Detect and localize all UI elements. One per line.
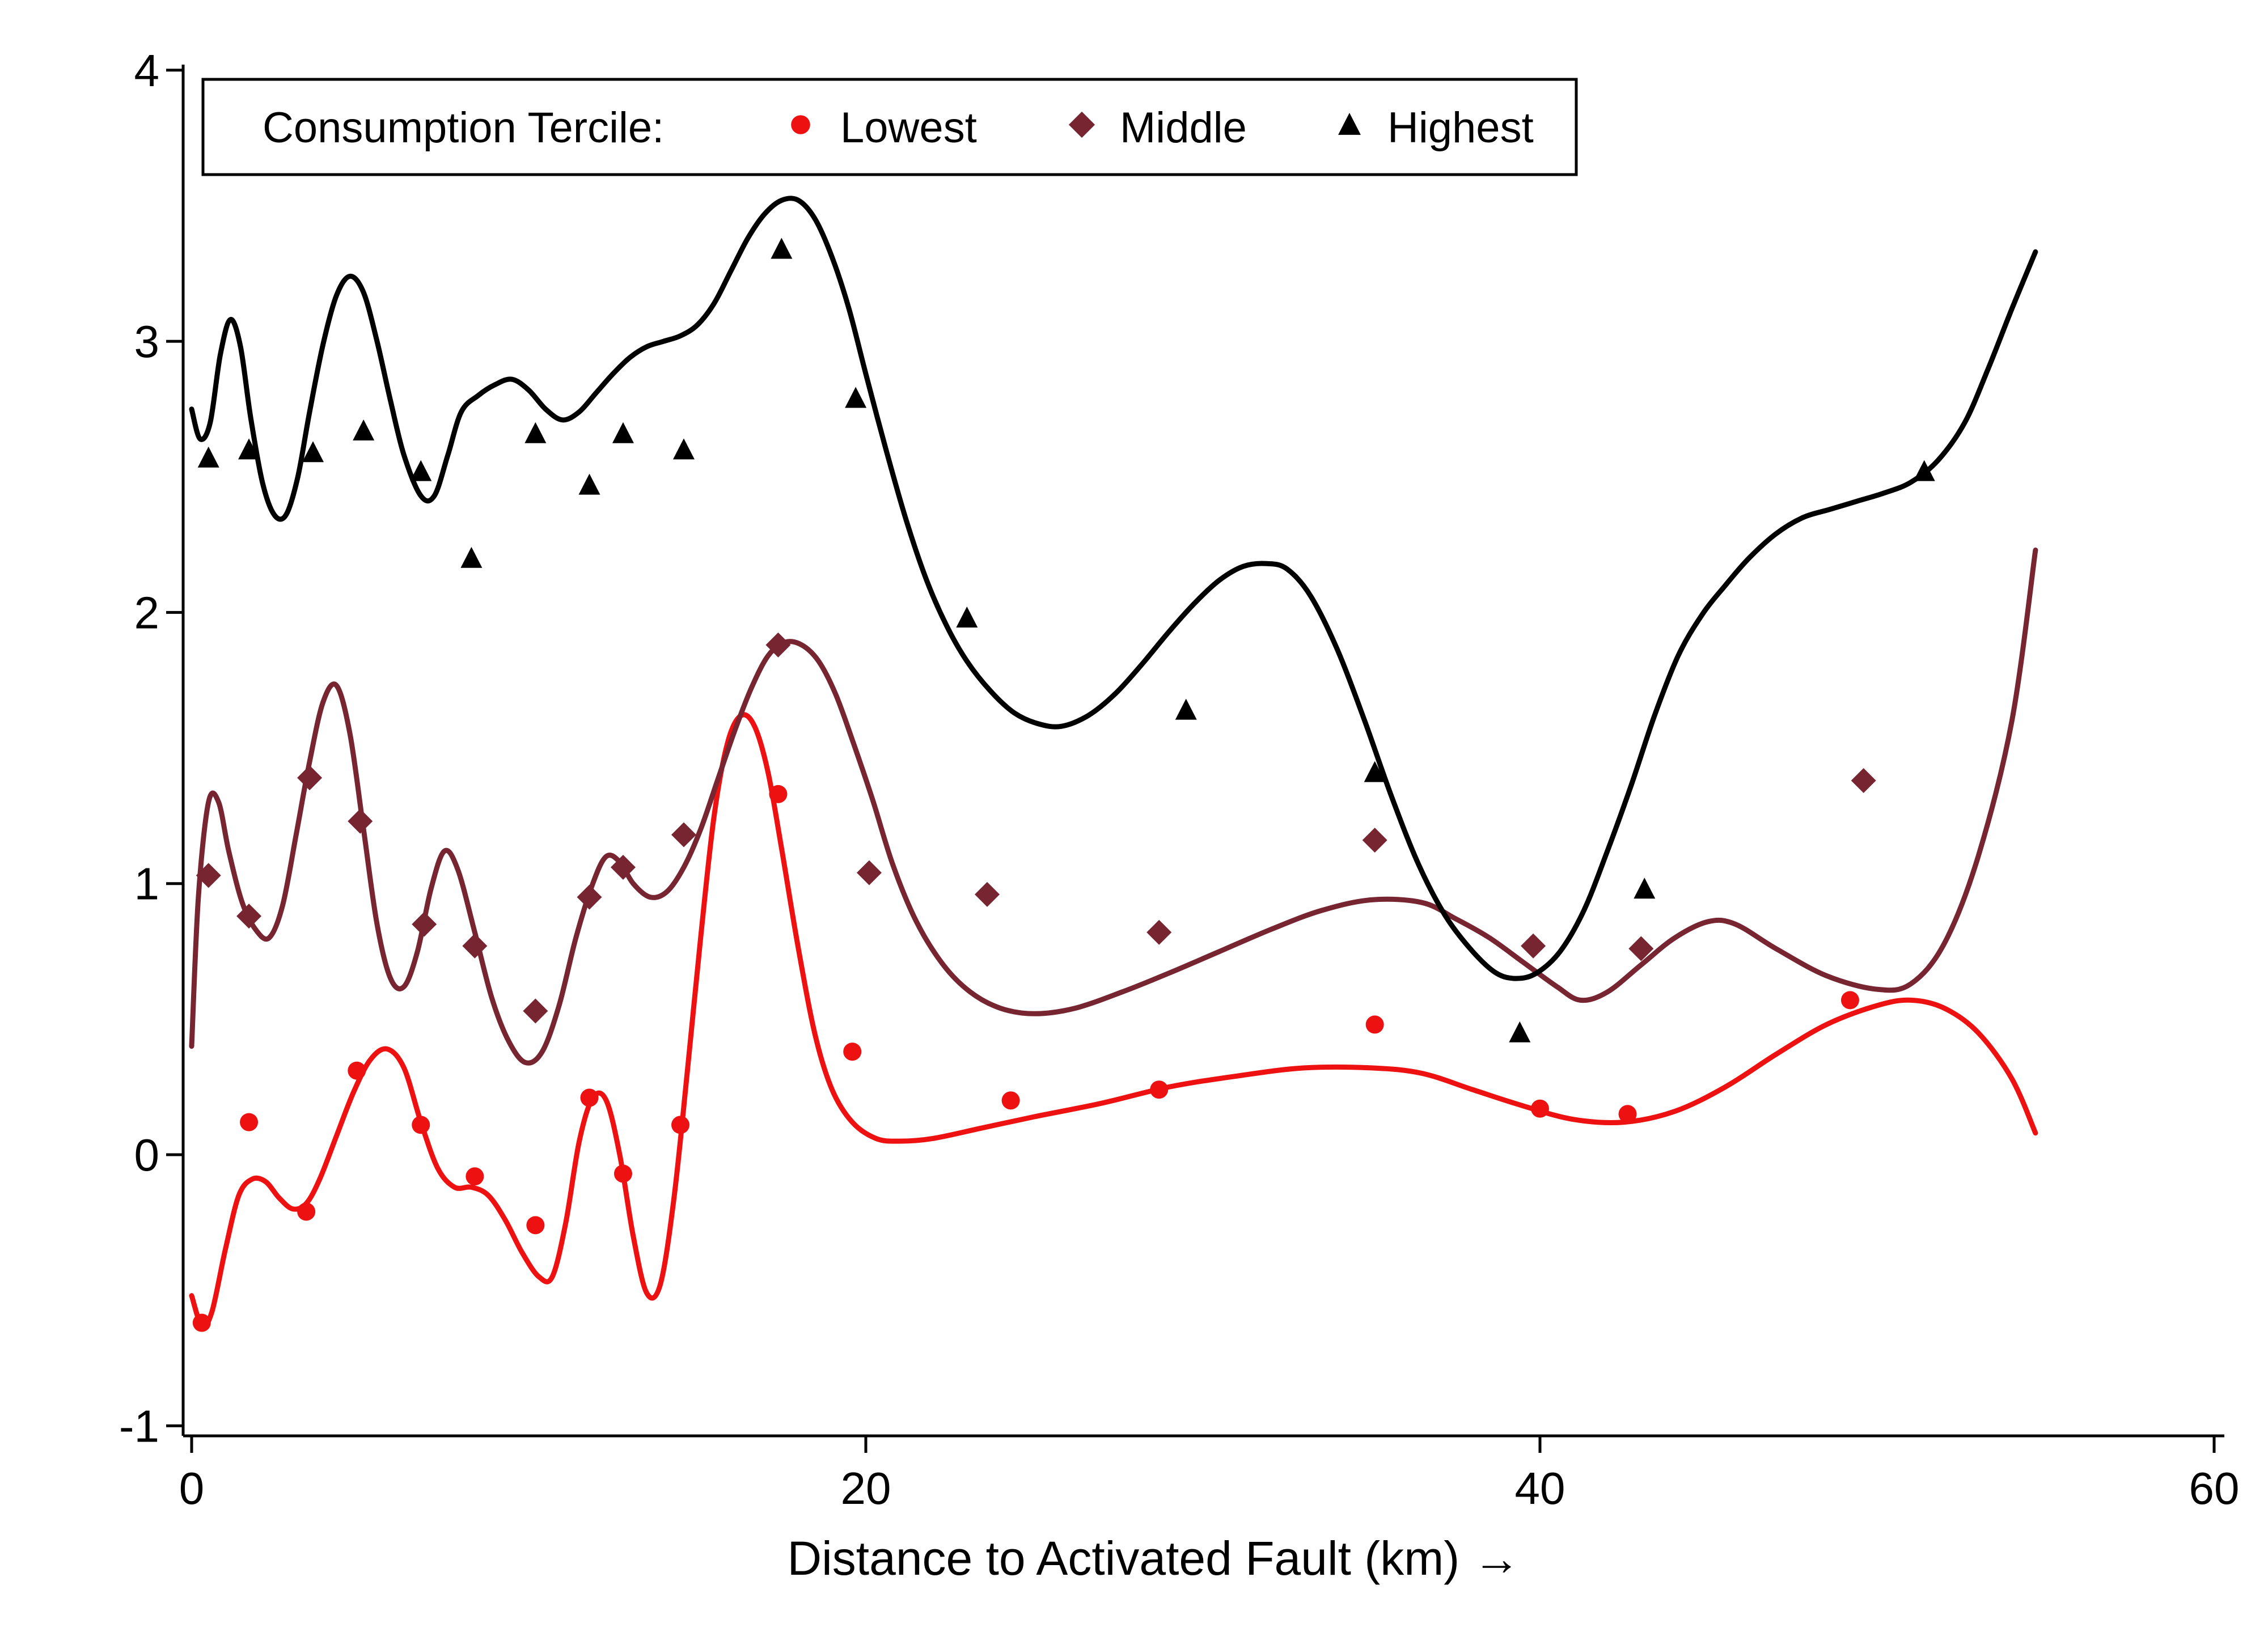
fit-line-highest	[189, 196, 2038, 981]
data-point-lowest	[580, 1088, 599, 1107]
data-point-middle	[462, 933, 488, 959]
x-tick-label: 60	[2189, 1463, 2240, 1514]
data-point-highest	[1175, 698, 1197, 720]
data-point-highest	[845, 387, 867, 408]
data-point-middle	[348, 808, 373, 834]
legend-label-middle: Middle	[1120, 104, 1247, 152]
data-point-highest	[672, 438, 695, 460]
data-point-lowest	[297, 1202, 316, 1221]
data-point-lowest	[1150, 1080, 1169, 1099]
data-point-lowest	[843, 1042, 862, 1061]
data-point-highest	[302, 441, 324, 463]
data-point-highest	[410, 460, 432, 481]
data-point-lowest	[412, 1116, 430, 1134]
data-point-lowest	[613, 1164, 632, 1183]
data-point-highest	[578, 473, 600, 495]
fit-line-middle	[189, 547, 2038, 1066]
legend-title: Consumption Tercile:	[263, 104, 664, 152]
data-point-highest	[771, 238, 793, 259]
data-point-middle	[196, 863, 221, 888]
data-point-middle	[1851, 768, 1876, 793]
data-point-highest	[238, 438, 260, 460]
fit-line-lowest	[189, 712, 2038, 1329]
data-point-lowest	[240, 1113, 259, 1131]
x-tick-label: 0	[179, 1463, 205, 1514]
data-point-lowest	[1618, 1105, 1637, 1124]
legend: Consumption Tercile: Lowest Middle Highest	[201, 78, 1578, 176]
data-point-middle	[236, 904, 262, 929]
y-tick-label: 4	[134, 45, 160, 96]
x-axis-label: Distance to Activated Fault (km) →	[787, 1532, 1520, 1585]
data-point-middle	[297, 765, 323, 791]
data-point-middle	[1628, 936, 1654, 961]
data-point-lowest	[1365, 1015, 1384, 1034]
legend-marker-highest	[1338, 113, 1361, 135]
data-point-highest	[460, 546, 483, 568]
x-tick-label: 20	[841, 1463, 891, 1514]
data-point-highest	[1634, 878, 1656, 899]
data-point-lowest	[466, 1167, 484, 1186]
data-point-middle	[1146, 919, 1172, 945]
x-tick-label: 40	[1515, 1463, 1565, 1514]
data-point-highest	[1509, 1021, 1531, 1042]
data-point-lowest	[192, 1313, 211, 1332]
data-point-highest	[1913, 460, 1935, 481]
data-point-lowest	[1531, 1099, 1549, 1118]
data-point-middle	[577, 884, 602, 910]
y-tick-label: 0	[134, 1130, 160, 1180]
legend-marker-middle	[1068, 111, 1095, 138]
y-tick-label: 2	[134, 587, 160, 638]
y-tick-label: 3	[134, 316, 160, 367]
data-point-middle	[610, 855, 636, 880]
legend-label-highest: Highest	[1387, 104, 1534, 152]
y-tick-label: -1	[119, 1401, 159, 1451]
data-point-middle	[975, 881, 1000, 907]
data-point-middle	[1521, 933, 1546, 959]
data-point-middle	[412, 912, 437, 937]
data-point-middle	[523, 998, 548, 1024]
data-point-lowest	[526, 1216, 545, 1235]
legend-marker-lowest	[791, 115, 810, 134]
data-point-lowest	[671, 1116, 690, 1134]
data-point-highest	[197, 446, 219, 468]
data-point-lowest	[1001, 1091, 1020, 1110]
data-point-highest	[956, 606, 978, 628]
legend-label-lowest: Lowest	[840, 104, 977, 152]
data-point-middle	[856, 860, 882, 885]
data-point-middle	[671, 822, 696, 847]
data-point-lowest	[1840, 991, 1859, 1010]
data-point-highest	[353, 419, 375, 440]
data-point-middle	[765, 632, 791, 658]
y-tick-label: 1	[134, 859, 160, 909]
fitted-curves	[189, 196, 2038, 1329]
data-markers	[192, 238, 1935, 1332]
data-point-lowest	[769, 785, 788, 803]
data-point-highest	[524, 422, 547, 443]
data-point-highest	[612, 422, 634, 443]
data-point-highest	[1364, 761, 1386, 782]
data-point-lowest	[348, 1061, 366, 1080]
data-point-middle	[1362, 828, 1387, 853]
